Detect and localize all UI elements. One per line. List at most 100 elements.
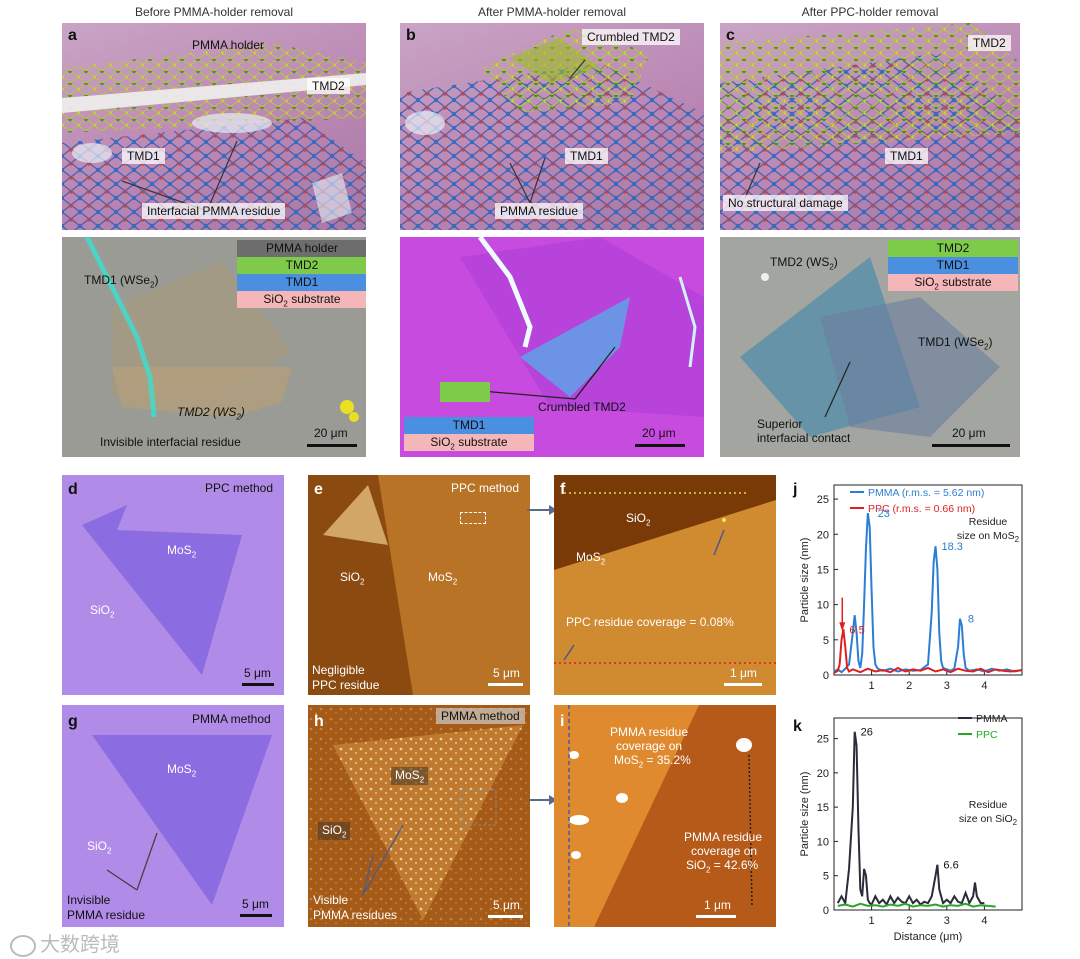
- label-tmd1-b: TMD1: [565, 148, 608, 164]
- peak-label: 6.6: [943, 860, 958, 872]
- label-mos2-e: MoS2: [428, 570, 458, 587]
- layer-tmd2-c: TMD2: [888, 240, 1018, 257]
- y-tick-label: 0: [823, 670, 829, 682]
- scale-bar-i: [696, 915, 736, 918]
- layer-stack-before: PMMA holder TMD2 TMD1 SiO2 substrate: [237, 240, 366, 308]
- label-negligible: Negligible: [312, 663, 365, 677]
- x-tick-label: 3: [944, 915, 950, 927]
- scale-label-d: 5 μm: [244, 666, 271, 680]
- scale-label-om3: 20 μm: [952, 426, 986, 440]
- panel-e-afm: e PPC method SiO2 MoS2 Negligible PPC re…: [308, 475, 530, 695]
- y-axis-label: Particle size (nm): [799, 538, 811, 623]
- scale-label-om1: 20 μm: [314, 426, 348, 440]
- layer-substrate-c: SiO2 substrate: [888, 274, 1018, 291]
- x-tick-label: 4: [981, 915, 987, 927]
- panel-letter-a: a: [68, 27, 77, 44]
- legend-label-1: PPC: [976, 729, 998, 741]
- optical-image-before: PMMA holder TMD2 TMD1 SiO2 substrate TMD…: [62, 237, 366, 457]
- panel-letter-e: e: [314, 481, 323, 498]
- panel-letter-i: i: [560, 713, 565, 730]
- panel-letter-c: c: [726, 27, 735, 44]
- label-superior: Superior: [757, 417, 803, 431]
- annotation-line1: Residue: [969, 799, 1008, 811]
- label-sio2-f: SiO2: [626, 511, 651, 528]
- label-pmma-holder: PMMA holder: [192, 38, 265, 52]
- layer-tmd1-b: TMD1: [404, 417, 534, 434]
- panel-g: g PMMA method MoS2 SiO2 Invisible PMMA r…: [62, 705, 284, 927]
- afm-image-f: [554, 492, 776, 695]
- afm-image-h: [308, 705, 530, 927]
- watermark-logo-icon: [10, 934, 36, 957]
- label-interfacial-contact: interfacial contact: [757, 431, 851, 445]
- panel-letter-j: j: [793, 481, 798, 498]
- x-axis-label: Distance (μm): [894, 931, 963, 943]
- method-label-e: PPC method: [451, 481, 520, 495]
- y-tick-label: 15: [817, 564, 829, 576]
- panel-h-afm: h PMMA method MoS2 SiO2 Visible PMMA res…: [308, 705, 530, 927]
- panel-f-afm: f SiO2 MoS2 PPC residue coverage = 0.08%…: [554, 475, 776, 695]
- y-tick-label: 0: [823, 905, 829, 917]
- label-crumbled-tmd2-b: Crumbled TMD2: [582, 29, 680, 45]
- lattice-illustration-c: [720, 23, 1020, 230]
- layer-pmma-holder: PMMA holder: [237, 240, 366, 257]
- layer-tmd2: TMD2: [237, 257, 366, 274]
- afm-image-i: [568, 705, 776, 927]
- x-tick-label: 2: [906, 915, 912, 927]
- optical-image-after-ppc: TMD2 TMD1 SiO2 substrate TMD2 (WS2) TMD1…: [720, 237, 1020, 457]
- lattice-illustration-b: [400, 28, 704, 230]
- legend-label-0: PMMA: [976, 713, 1008, 725]
- red-arrow-head: [839, 622, 846, 632]
- annotation-line1: Residue: [969, 516, 1008, 528]
- label-mos2-h: MoS2: [391, 767, 429, 786]
- legend-label-1: PPC (r.m.s. = 0.66 nm): [868, 503, 975, 515]
- panel-letter-h: h: [314, 713, 324, 730]
- afm-image-e: [308, 475, 530, 695]
- scale-bar-d: [242, 683, 274, 686]
- label-pmma-residue-g: PMMA residue: [67, 908, 146, 922]
- label-invisible-g: Invisible: [67, 893, 111, 907]
- x-tick-label: 3: [944, 680, 950, 692]
- label-tmd2-ws2: TMD2 (WS2): [177, 405, 245, 422]
- header-after-ppc: After PPC-holder removal: [801, 5, 939, 19]
- peak-label: 23: [878, 508, 890, 520]
- series-line-1: [833, 629, 1023, 674]
- annotation-line2: size on MoS2: [957, 530, 1020, 544]
- y-tick-label: 20: [817, 768, 829, 780]
- label-sio2-e: SiO2: [340, 570, 365, 587]
- label-ppc-coverage: PPC residue coverage = 0.08%: [566, 615, 734, 629]
- label-coverage-sio2-3: SiO2 = 42.6%: [686, 858, 759, 875]
- zoom-box-e: [460, 512, 486, 524]
- chart-k: 0 5 10 15 20 25 1 2 3 4 Particle size (nm) Distance…: [799, 713, 1023, 943]
- x-tick-label: 1: [869, 680, 875, 692]
- label-sio2-d: SiO2: [90, 603, 115, 620]
- label-mos2-d: MoS2: [167, 543, 197, 560]
- y-tick-label: 10: [817, 600, 829, 612]
- label-invisible-interfacial: Invisible interfacial residue: [100, 435, 241, 449]
- scale-label-i: 1 μm: [704, 898, 731, 912]
- scale-bar-h: [488, 915, 523, 918]
- panel-d: d PPC method MoS2 SiO2 5 μm: [62, 475, 284, 695]
- lattice-illustration-a: [62, 43, 366, 230]
- label-coverage-mos2-1: PMMA residue: [610, 725, 689, 739]
- y-tick-label: 20: [817, 529, 829, 541]
- layer-substrate-b: SiO2 substrate: [404, 434, 534, 451]
- plot-frame: [833, 484, 1023, 676]
- label-pmma-residue-b: PMMA residue: [495, 203, 584, 219]
- scale-bar-f: [724, 683, 762, 686]
- peak-label: 26: [861, 727, 873, 739]
- scale-label-f: 1 μm: [730, 666, 757, 680]
- optical-flakes-3: [740, 257, 1000, 437]
- label-tmd1-a: TMD1: [122, 148, 165, 164]
- panel-letter-b: b: [406, 27, 416, 44]
- method-label-d: PPC method: [205, 481, 274, 495]
- annotation-sub: 2: [1015, 535, 1020, 544]
- label-mos2-f: MoS2: [576, 550, 606, 567]
- annotation-sub: 2: [1013, 818, 1018, 827]
- label-tmd2-ws2-c: TMD2 (WS2): [770, 255, 838, 272]
- plot-frame: [833, 717, 1023, 911]
- scale-bar-e: [488, 683, 523, 686]
- label-tmd1-wse2: TMD1 (WSe2): [84, 273, 159, 290]
- label-coverage-sio2-2: coverage on: [691, 844, 758, 858]
- label-ppc-residue-e: PPC residue: [312, 678, 380, 692]
- x-tick-label: 1: [869, 915, 875, 927]
